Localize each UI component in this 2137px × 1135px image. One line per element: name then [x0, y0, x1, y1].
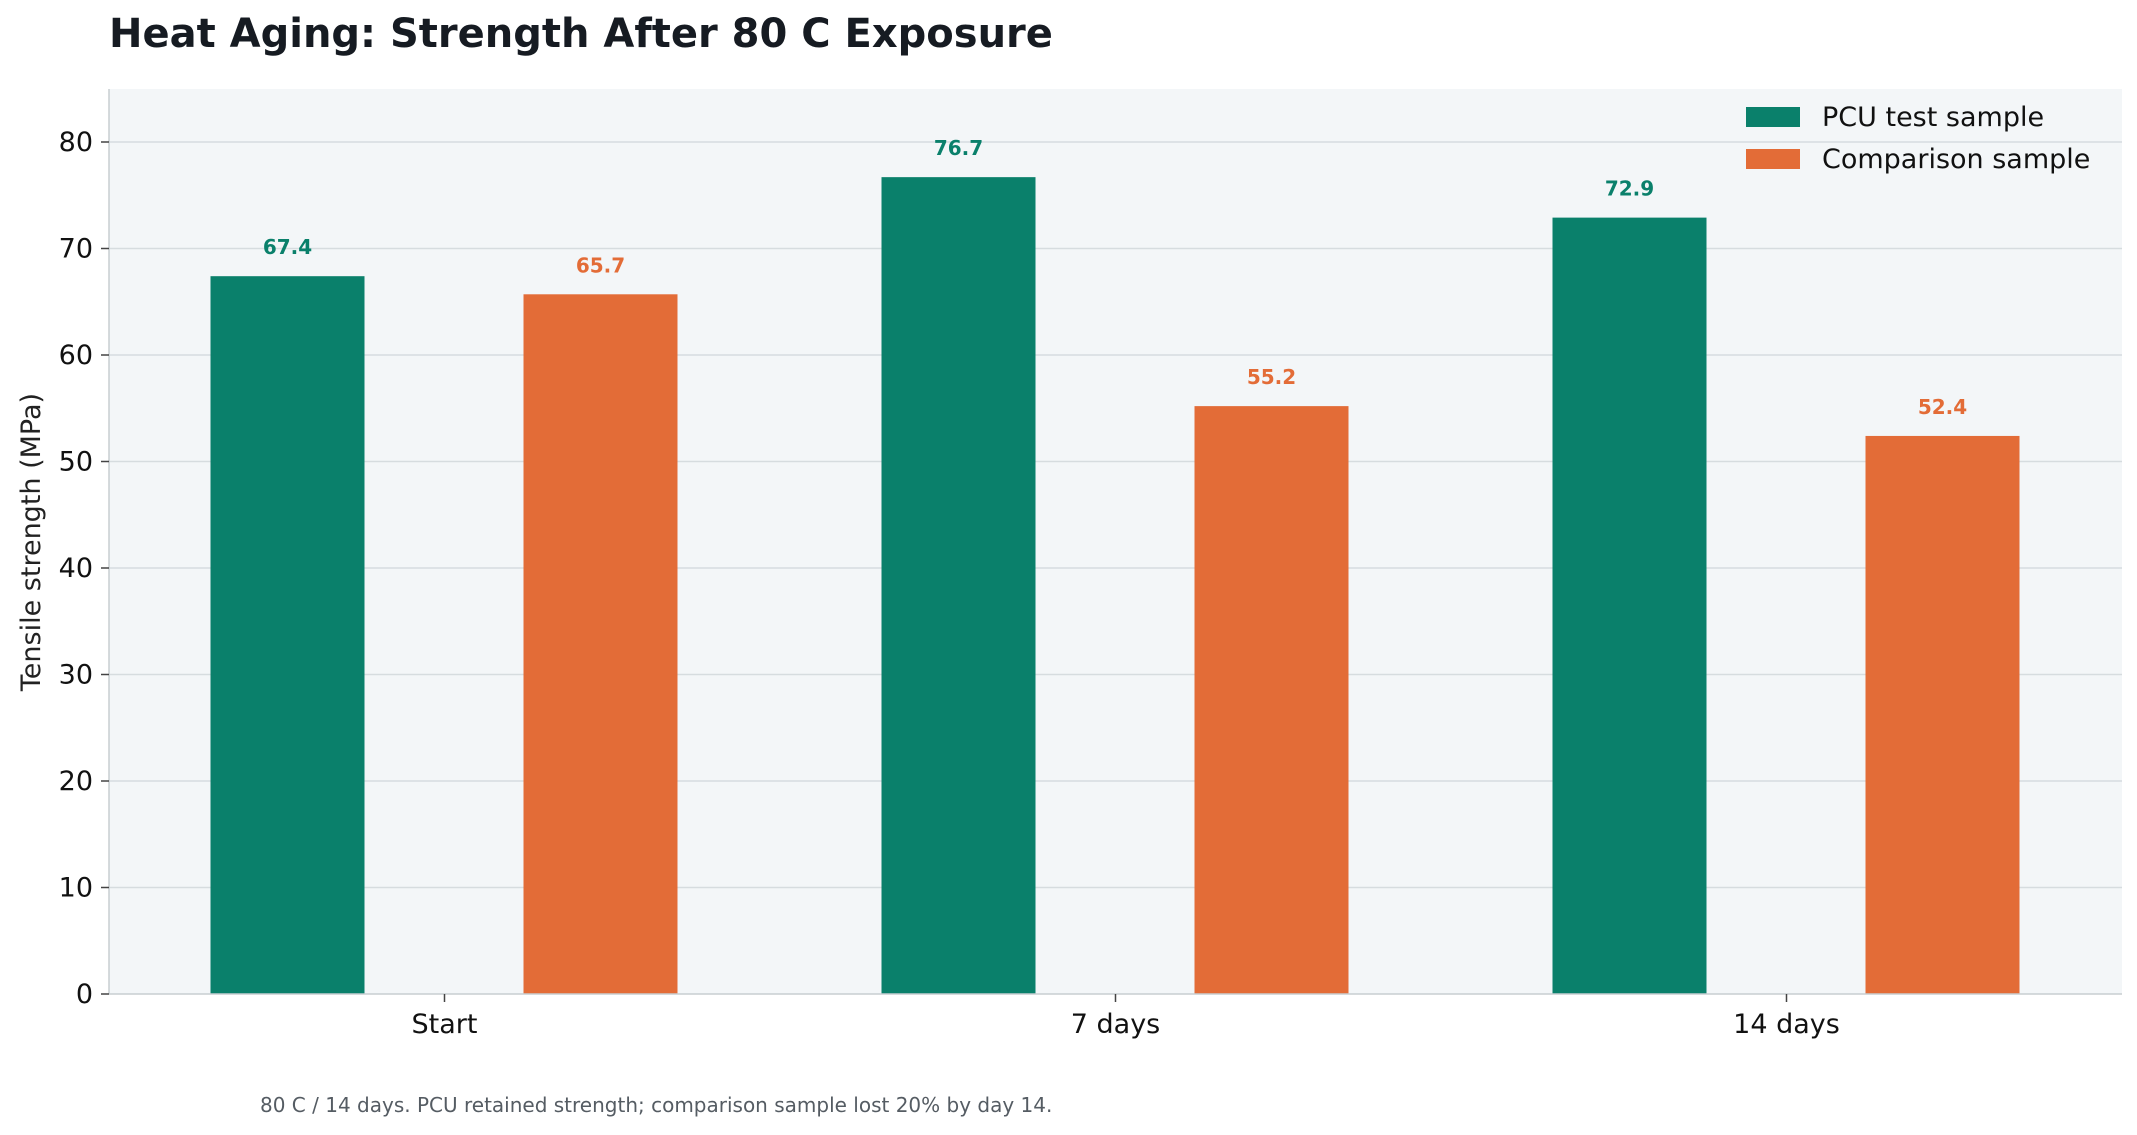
y-tick-labels: 0 10 20 30 40 50 60 70 80: [59, 127, 109, 1010]
y-tick-label: 80: [59, 127, 93, 158]
bar: [1552, 217, 1707, 995]
data-label: 65.7: [576, 253, 625, 277]
legend-entry: PCU test sample: [1822, 102, 2044, 133]
y-tick-label: 40: [59, 553, 93, 584]
y-tick-label: 60: [59, 340, 93, 371]
plot-area: [109, 89, 2122, 994]
y-tick-label: 70: [59, 234, 93, 265]
bar: [1194, 406, 1349, 994]
chart-caption: 80 C / 14 days. PCU retained strength; c…: [260, 1093, 1052, 1117]
bar: [523, 294, 678, 994]
data-label: 55.2: [1247, 365, 1296, 389]
bar: [881, 177, 1036, 994]
data-label: 76.7: [934, 136, 983, 160]
x-tick-labels: Start 7 days 14 days: [412, 994, 1840, 1040]
legend-swatch: [1746, 107, 1800, 127]
x-tick-label: 7 days: [1071, 1009, 1161, 1040]
legend-swatch: [1746, 149, 1800, 169]
y-tick-label: 20: [59, 766, 93, 797]
x-tick-label: 14 days: [1733, 1009, 1840, 1040]
bar: [1865, 435, 2020, 994]
data-label: 67.4: [263, 235, 312, 259]
chart-title: Heat Aging: Strength After 80 C Exposure: [109, 11, 1053, 57]
bar: [210, 276, 365, 994]
data-labels: 67.4 65.7 76.7 55.2 72.9 52.4: [263, 136, 1967, 419]
y-axis-label: Tensile strength (MPa): [16, 393, 47, 692]
y-tick-label: 10: [59, 873, 93, 904]
data-label: 72.9: [1605, 177, 1654, 201]
legend-entry: Comparison sample: [1822, 144, 2090, 175]
data-label: 52.4: [1918, 395, 1967, 419]
legend: PCU test sample Comparison sample: [1746, 102, 2090, 175]
y-tick-label: 0: [76, 979, 93, 1010]
y-tick-label: 30: [59, 660, 93, 691]
bars: [210, 177, 2020, 995]
x-tick-label: Start: [412, 1009, 478, 1040]
gridlines: [109, 141, 2122, 889]
y-tick-label: 50: [59, 447, 93, 478]
